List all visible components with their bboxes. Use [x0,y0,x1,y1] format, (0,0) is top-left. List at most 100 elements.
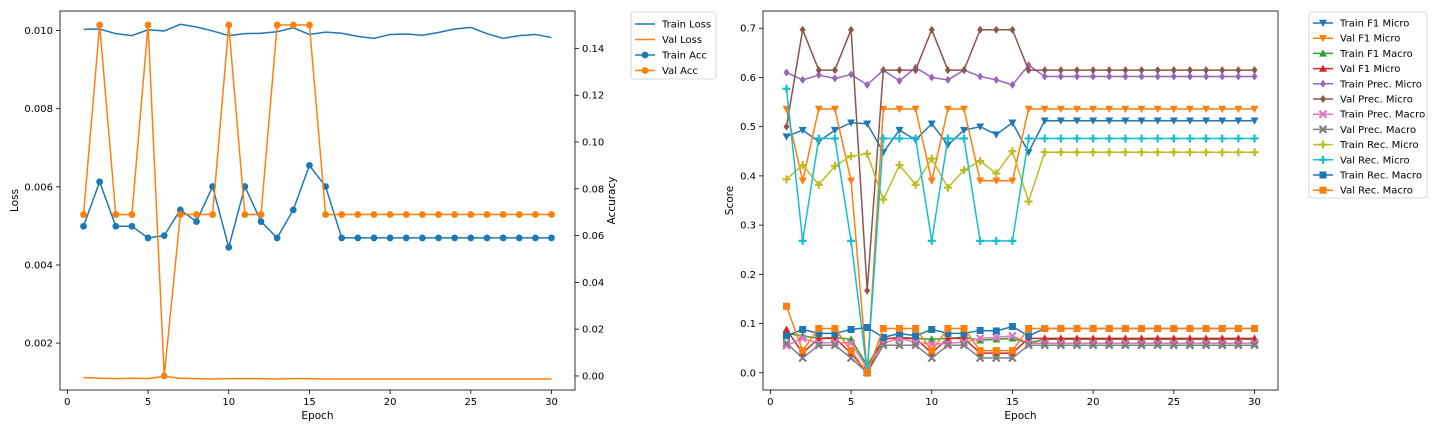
data-point [1153,340,1162,350]
y-tick-label: 0.4 [740,171,756,182]
data-point [814,180,823,189]
data-point [944,324,952,332]
data-point [943,183,952,192]
data-point [847,177,856,185]
legend-marker [1318,109,1328,119]
data-point [912,324,920,332]
legend-marker [1320,79,1326,88]
data-point [112,211,120,218]
data-point [960,126,969,135]
data-point [928,73,935,82]
legend-marker [1319,171,1327,179]
legend-entry: Train F1 Micro [1313,19,1409,30]
plot-frame [762,10,1279,391]
data-point [1169,340,1179,350]
data-point [1251,72,1258,81]
legend-entry: Train F1 Macro [1313,49,1413,60]
data-point [1250,340,1259,350]
y2-tick-label: 0.10 [582,138,604,149]
data-point [1234,105,1243,113]
data-point [1121,148,1130,157]
data-point [1056,117,1065,125]
data-point [879,340,888,350]
data-point [80,211,87,218]
legend-label: Val F1 Micro [1340,34,1400,45]
data-point [112,222,120,230]
data-point [975,353,985,363]
data-point [1105,148,1114,157]
data-point [1185,134,1194,143]
data-point [1218,148,1227,157]
data-point [1250,148,1259,157]
legend-label: Train Acc [661,51,707,62]
series-val-loss [83,375,552,380]
data-point [848,70,855,79]
data-point [1072,340,1082,350]
data-point [1008,334,1017,342]
data-point [815,70,822,79]
data-point [863,323,871,331]
data-point [1072,134,1081,143]
legend-marker [1319,35,1327,43]
y2-tick-label: 0.00 [582,371,604,382]
series-line [83,23,552,40]
data-point [927,177,936,185]
series-line [786,120,1255,154]
y2-tick-label: 0.04 [582,278,604,289]
data-point [548,211,555,218]
data-point [1137,340,1146,350]
legend-entry: Train Prec. Macro [1313,110,1425,121]
data-point [830,126,839,135]
series-train-loss [83,23,552,40]
data-point [863,149,872,158]
series-line [785,108,1255,373]
data-point [976,177,985,185]
data-point [1089,324,1097,332]
data-point [1104,340,1114,350]
data-point [1073,66,1080,75]
data-point [783,302,790,310]
data-point [1041,72,1048,81]
legend-marker [1319,19,1327,27]
data-point [1121,117,1130,125]
legend-marker [641,67,649,74]
data-point [879,195,888,204]
data-point [1203,72,1210,81]
data-point [1090,66,1097,75]
data-point [976,326,984,334]
data-point [1090,72,1097,81]
data-point [1072,148,1081,157]
legend-label: Train F1 Micro [1339,19,1409,30]
legend-label: Val Prec. Micro [1340,95,1413,106]
y-tick-label: 0.0 [740,368,756,379]
legend-marker [1320,95,1326,103]
data-point [960,165,969,174]
data-point [1234,134,1243,143]
legend-entry: Train Prec. Micro [1313,79,1422,90]
data-point [895,329,903,337]
data-point [257,218,265,225]
data-point [1040,134,1049,143]
data-point [943,340,953,350]
data-point [912,332,920,340]
legend-marker [1319,186,1327,194]
data-point [1009,80,1016,89]
data-point [1073,324,1081,332]
data-point [1138,324,1146,332]
data-point [1040,340,1049,350]
data-point [944,66,951,75]
data-point [1041,66,1048,75]
x-tick-label: 10 [222,397,235,408]
data-point [289,206,297,214]
data-point [798,161,807,170]
data-point [1170,72,1177,81]
data-point [831,329,839,337]
data-point [499,234,507,242]
legend-label: Val Acc [662,66,698,77]
data-point [798,353,807,363]
data-point [96,178,104,186]
data-point [338,211,346,218]
series-val-rec-macro [783,302,1258,377]
data-point [831,66,838,75]
data-point [241,211,249,218]
